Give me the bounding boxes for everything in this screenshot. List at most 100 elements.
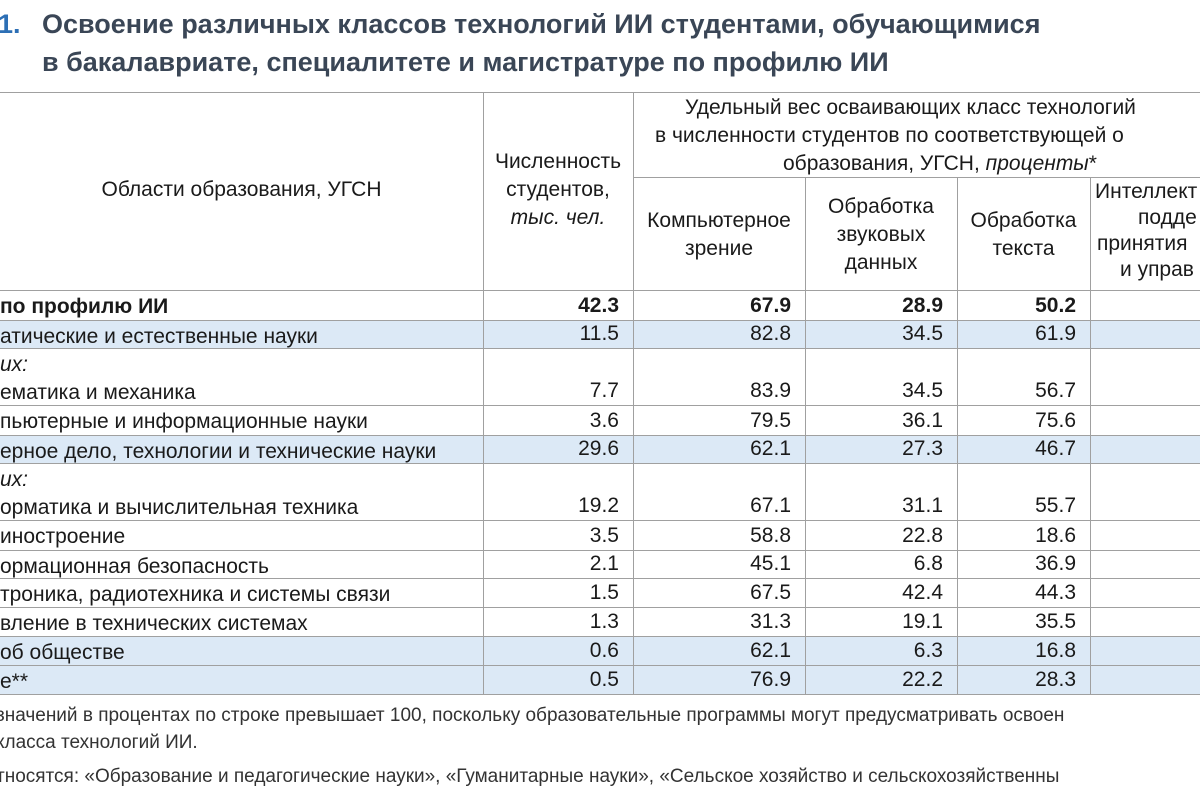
label-line: об обществе: [0, 641, 125, 664]
row-border: [0, 290, 1200, 291]
header-line: студентов,: [506, 178, 610, 201]
col-border: [805, 177, 806, 694]
col-border: [483, 92, 484, 694]
row-shade: [0, 636, 1200, 665]
label-line: ормационная безопасность: [0, 555, 269, 578]
header-cell: Области образования, УГСН: [101, 178, 382, 201]
label-line: ематика и механика: [0, 381, 196, 404]
row-border: [0, 694, 1200, 695]
value-cell: 16.8: [1035, 639, 1076, 662]
value-cell: 67.1: [750, 494, 791, 517]
value-cell: 36.9: [1035, 552, 1076, 575]
header-line: данных: [844, 251, 918, 274]
label-line: атические и естественные науки: [0, 325, 318, 348]
row-label: ерное дело, технологии и технические нау…: [0, 435, 483, 463]
value-cell: 34.5: [902, 379, 943, 402]
header-line: Численность: [494, 150, 622, 173]
title-line: Освоение различных классов технологий ИИ…: [42, 9, 1041, 39]
header-line: Удельный вес осваивающих класс технологи…: [685, 96, 1136, 119]
value-cell: 44.3: [1035, 581, 1076, 604]
row-label: их: ематика и механика: [0, 348, 483, 405]
label-line: пьютерные и информационные науки: [0, 410, 368, 433]
row-border: [0, 550, 1200, 551]
value-cell: 83.9: [750, 379, 791, 402]
row-border: [0, 520, 1200, 521]
value-cell: 42.3: [578, 294, 619, 317]
header-cell: Обработка текста: [957, 207, 1090, 263]
row-label: ормационная безопасность: [0, 550, 483, 578]
row-label: атические и естественные науки: [0, 320, 483, 348]
header-line: Обработка: [970, 209, 1077, 232]
col-border: [957, 177, 958, 694]
value-cell: 19.1: [902, 610, 943, 633]
value-cell: 0.5: [589, 668, 619, 691]
value-cell: 75.6: [1035, 409, 1076, 432]
value-cell: 18.6: [1035, 524, 1076, 547]
value-cell: 34.5: [902, 322, 943, 345]
label-line: троника, радиотехника и системы связи: [0, 583, 391, 606]
header-text: проценты: [985, 152, 1089, 175]
value-cell: 55.7: [1035, 494, 1076, 517]
row-border: [0, 665, 1200, 666]
value-cell: 7.7: [589, 379, 619, 402]
header-line: в численности студентов по соответствующ…: [655, 124, 1124, 147]
value-cell: 11.5: [579, 322, 619, 345]
label-line: по профилю ИИ: [0, 295, 169, 318]
row-label: иностроение: [0, 520, 483, 550]
title-line: в бакалавриате, специалитете и магистрат…: [42, 47, 889, 77]
header-line: зрение: [685, 237, 753, 260]
header-cell: Обработка звуковых данных: [805, 193, 957, 277]
value-cell: 6.8: [913, 552, 943, 575]
value-cell: 2.1: [589, 552, 619, 575]
label-line: их:: [0, 353, 29, 376]
row-label: е**: [0, 665, 483, 694]
value-cell: 6.3: [913, 639, 943, 662]
header-line: текста: [992, 237, 1055, 260]
table-border: [0, 92, 1200, 93]
value-cell: 1.3: [589, 610, 619, 633]
value-cell: 3.6: [589, 409, 619, 432]
value-cell: 50.2: [1035, 294, 1076, 317]
row-shade: [0, 435, 1200, 463]
label-line: их:: [0, 468, 29, 491]
label-line: е**: [0, 670, 29, 693]
row-label: пьютерные и информационные науки: [0, 405, 483, 435]
value-cell: 62.1: [750, 639, 791, 662]
value-cell: 67.9: [750, 294, 791, 317]
col-border: [633, 92, 634, 177]
header-line: подде: [1138, 206, 1197, 229]
value-cell: 31.3: [750, 610, 791, 633]
footnote: значений в процентах по строке превышает…: [0, 705, 1065, 726]
header-cell: Компьютерное зрение: [633, 207, 805, 263]
value-cell: 67.5: [750, 581, 791, 604]
value-cell: 76.9: [750, 668, 791, 691]
row-border: [0, 320, 1200, 321]
row-shade: [0, 320, 1200, 348]
value-cell: 22.8: [902, 524, 943, 547]
header-line: тыс. чел.: [510, 206, 606, 229]
row-border: [0, 607, 1200, 608]
value-cell: 62.1: [750, 437, 791, 460]
label-line: вление в технических системах: [0, 612, 308, 635]
row-shade: [0, 665, 1200, 694]
value-cell: 29.6: [578, 437, 619, 460]
row-label: по профилю ИИ: [0, 290, 483, 320]
header-line: принятия: [1097, 232, 1188, 255]
value-cell: 3.5: [589, 524, 619, 547]
value-cell: 28.9: [902, 294, 943, 317]
value-cell: 22.2: [902, 668, 943, 691]
header-line: Компьютерное: [647, 209, 791, 232]
header-cell: Численность студентов, тыс. чел.: [483, 148, 633, 232]
row-border: [0, 636, 1200, 637]
value-cell: 36.1: [902, 409, 943, 432]
header-line: образования, УГСН, проценты*: [783, 150, 1097, 178]
col-border: [633, 92, 634, 694]
value-cell: 35.5: [1035, 610, 1076, 633]
header-text: *: [1088, 152, 1097, 175]
table-border: [633, 177, 1200, 178]
value-cell: 82.8: [750, 322, 791, 345]
value-cell: 58.8: [750, 524, 791, 547]
footnote: класса технологий ИИ.: [0, 732, 198, 753]
value-cell: 19.2: [578, 494, 619, 517]
